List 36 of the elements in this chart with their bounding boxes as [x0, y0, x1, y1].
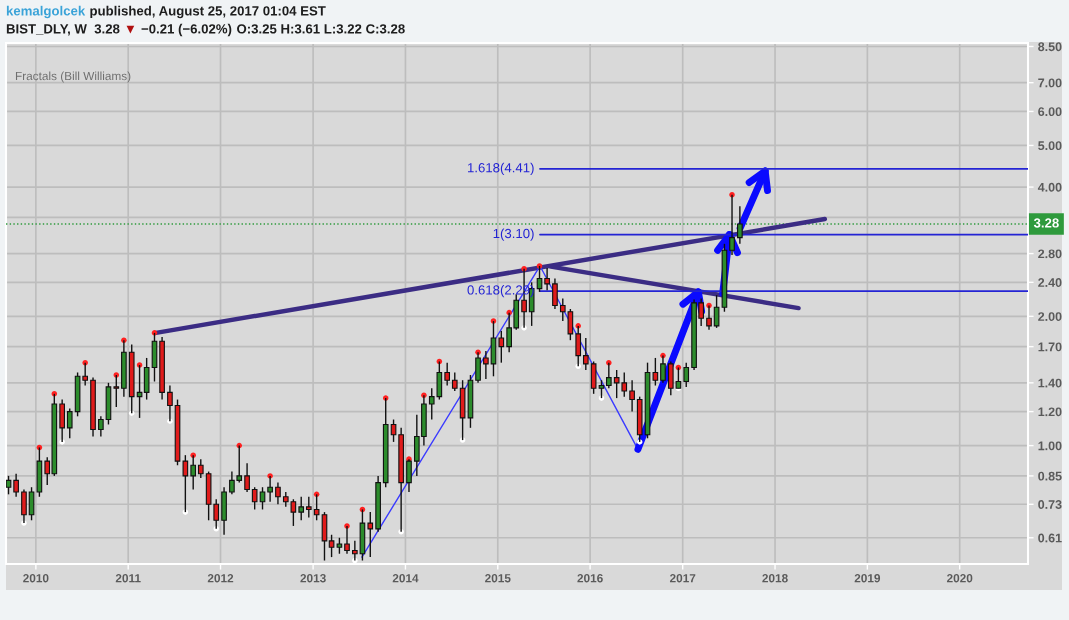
series-label: 1(3.10): [493, 228, 534, 241]
x-tick-label: 2012: [207, 574, 234, 583]
y-tick-label: 1.20: [1038, 407, 1062, 417]
x-tick-label: 2018: [762, 574, 788, 583]
y-tick-label: 1.40: [1038, 378, 1062, 388]
x-tick-label: 2017: [669, 574, 696, 583]
y-tick-label: 4.00: [1037, 182, 1062, 192]
text: BIST_DLY, W 3.28: [6, 24, 120, 36]
y-tick-label: 2.80: [1038, 249, 1062, 259]
y-tick-label: 7.00: [1038, 78, 1062, 88]
x-tick-label: 2013: [300, 574, 326, 583]
x-tick-label: 2010: [23, 574, 49, 583]
annotation: Fractals (Bill Williams): [15, 71, 131, 83]
y-tick-label: 6.00: [1038, 107, 1062, 117]
y-tick-label: 5.00: [1038, 141, 1062, 151]
y-tick-label: 2.00: [1038, 312, 1062, 321]
x-tick-label: 2015: [485, 574, 511, 583]
x-tick-label: 2019: [854, 574, 881, 583]
y-tick-label: 0.61: [1038, 533, 1062, 543]
x-tick-label: 2016: [577, 574, 603, 583]
series-label: 1.618(4.41): [467, 162, 534, 175]
x-tick-label: 2020: [946, 574, 973, 583]
y-tick-label: 2.40: [1038, 278, 1062, 287]
y-tick-label: 1.70: [1038, 342, 1062, 352]
text: −0.21 (−6.02%): [141, 23, 232, 37]
x-tick-label: 2014: [392, 574, 419, 583]
y-tick-label: 0.73: [1038, 500, 1062, 509]
x-tick-label: 2011: [115, 574, 141, 583]
y-tick-label: 0.85: [1038, 471, 1062, 481]
y-tick-label: 1.00: [1038, 441, 1062, 451]
y-tick-label: 8.50: [1038, 42, 1062, 52]
text: kemalgolcek: [6, 5, 86, 19]
text: ▼: [126, 25, 135, 34]
ref-line-label: 3.28: [1033, 218, 1059, 228]
text: O:3.25 H:3.61 L:3.22 C:3.28: [237, 24, 405, 34]
text: published, August 25, 2017 01:04 EST: [90, 5, 326, 19]
